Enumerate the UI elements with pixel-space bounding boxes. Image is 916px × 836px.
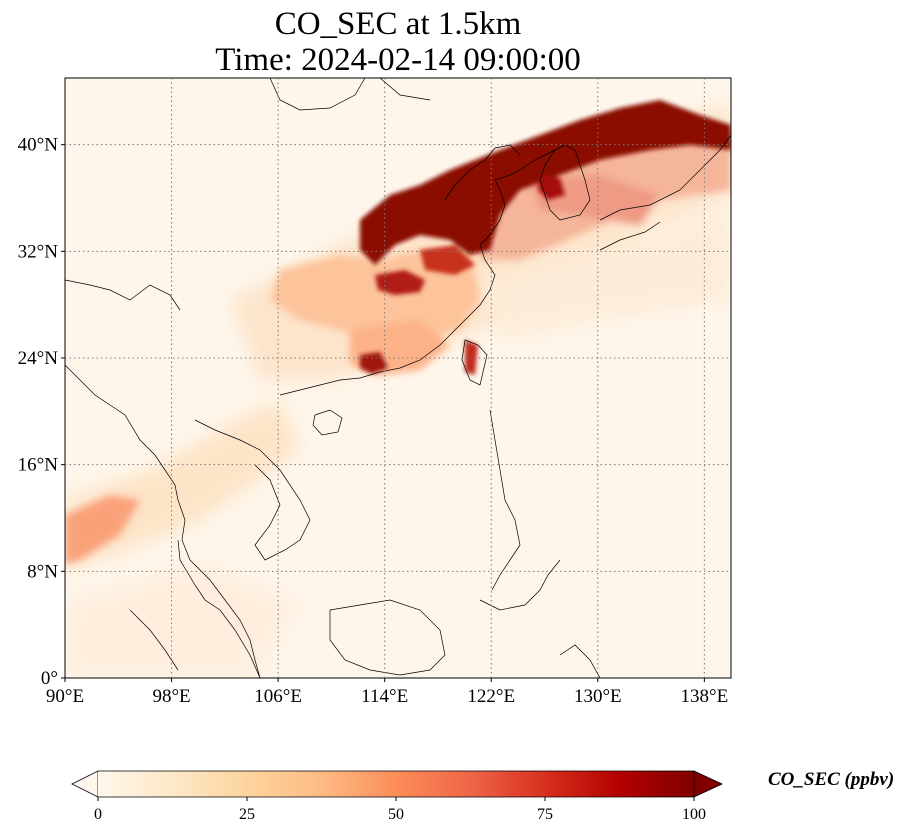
map-frame xyxy=(64,77,732,679)
colorbar-tick-label: 25 xyxy=(239,806,255,823)
lat-tick-label: 0° xyxy=(41,668,58,689)
lon-tick-label: 90°E xyxy=(46,686,84,707)
colorbar-gradient xyxy=(98,771,694,797)
colorbar: 0 25 50 75 100 xyxy=(71,770,723,823)
colorbar-extend-max xyxy=(693,770,723,798)
lat-tick-label: 8°N xyxy=(27,561,58,582)
lon-tick-label: 138°E xyxy=(681,686,729,707)
map-title: CO_SEC at 1.5km xyxy=(274,6,522,42)
gridlines xyxy=(65,78,731,678)
colorbar-label: CO_SEC (ppbv) xyxy=(768,769,895,790)
colorbar-ticks: 0 25 50 75 100 xyxy=(94,797,706,823)
lon-tick-label: 106°E xyxy=(254,686,302,707)
map-time: Time: 2024-02-14 09:00:00 xyxy=(215,42,581,78)
colorbar-tick-label: 75 xyxy=(537,806,553,823)
concentration-field xyxy=(65,78,731,678)
colorbar-extend-min xyxy=(71,770,99,798)
colorbar-tick-label: 50 xyxy=(388,806,404,823)
axis-ticks: 90°E 98°E 106°E 114°E 122°E 130°E 138°E 0° 8°N 16… xyxy=(18,135,729,707)
lat-tick-label: 16°N xyxy=(18,455,59,476)
lon-tick-label: 122°E xyxy=(467,686,515,707)
colorbar-tick-label: 0 xyxy=(94,806,102,823)
colorbar-tick-label: 100 xyxy=(682,806,706,823)
lat-tick-label: 32°N xyxy=(18,241,59,262)
lat-tick-label: 24°N xyxy=(18,348,59,369)
lon-tick-label: 98°E xyxy=(152,686,190,707)
lon-tick-label: 114°E xyxy=(361,686,408,707)
lat-tick-label: 40°N xyxy=(18,135,59,156)
lon-tick-label: 130°E xyxy=(574,686,622,707)
